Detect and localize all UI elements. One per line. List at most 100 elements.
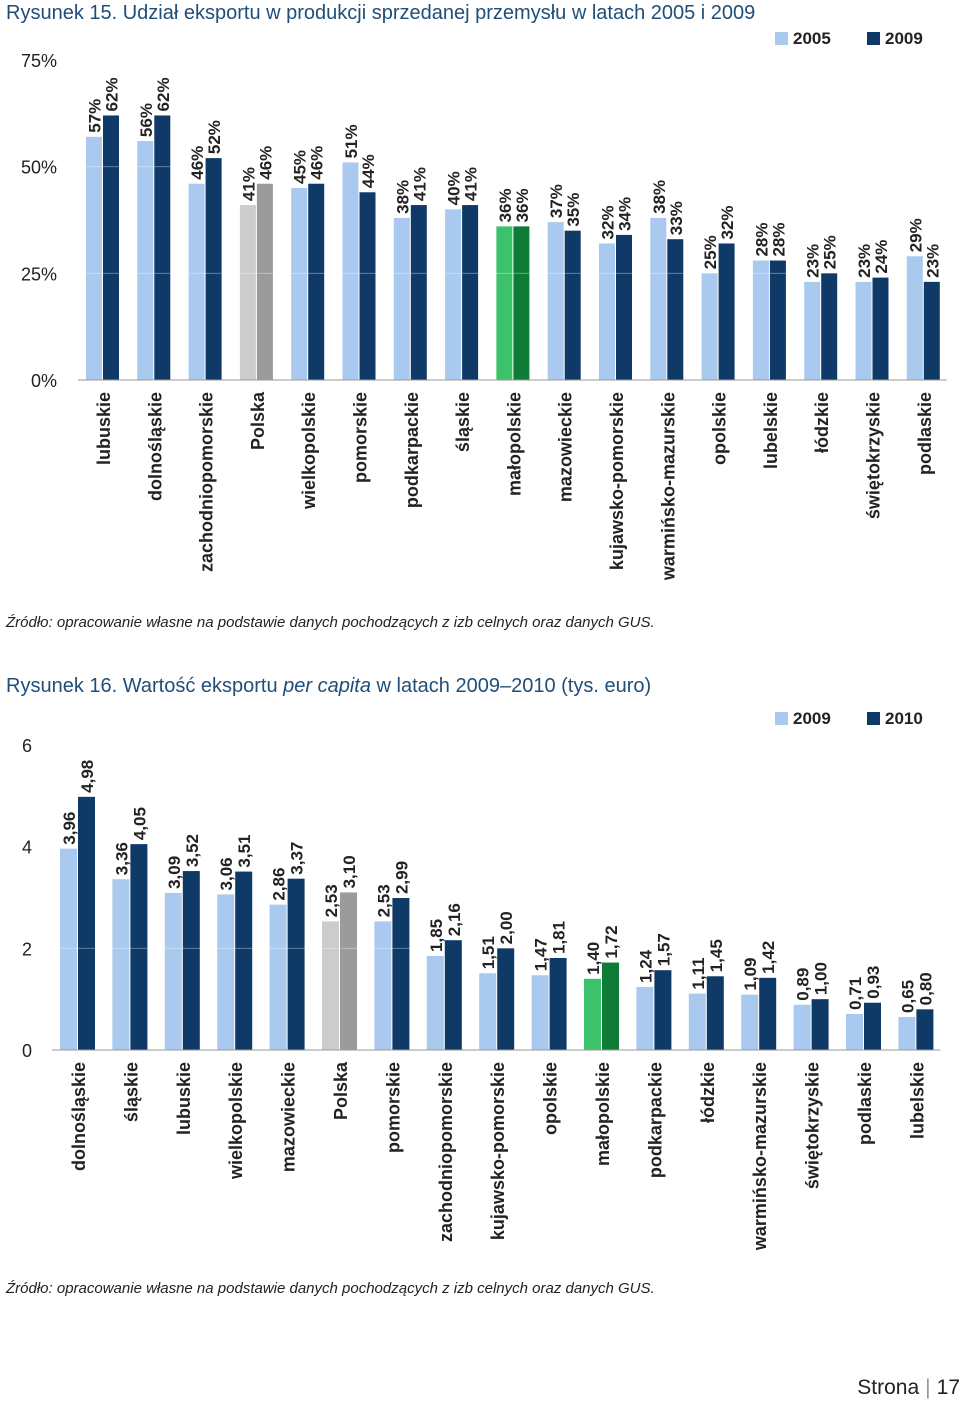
fig2-data-label-2009: 3,96: [60, 812, 79, 845]
fig2-data-label-2010: 1,72: [602, 925, 621, 958]
fig1-legend-label-2009: 2009: [885, 29, 923, 48]
fig2-data-label-2009: 0,65: [898, 980, 917, 1013]
page-label: Strona: [857, 1376, 920, 1399]
fig1-data-label-2009: 41%: [410, 167, 429, 201]
figure-2-title-post: w latach 2009–2010 (tys. euro): [371, 675, 652, 697]
fig2-category-label: podlaskie: [855, 1062, 875, 1145]
fig2-bar-2009: [898, 1016, 916, 1050]
fig2-bar-2010: [235, 871, 253, 1050]
fig2-data-label-2009: 1,47: [532, 938, 551, 971]
fig1-bar-2005: [599, 243, 615, 380]
fig2-bar-2010: [497, 948, 515, 1050]
fig2-bar-2009: [688, 993, 706, 1050]
fig2-category-label: łódzkie: [698, 1062, 718, 1123]
fig1-legend-label-2005: 2005: [793, 29, 831, 48]
fig1-category-label: śląskie: [453, 392, 473, 452]
fig1-bar-2009: [359, 192, 376, 380]
fig2-data-label-2010: 0,80: [916, 972, 935, 1005]
fig1-bar-2009: [616, 234, 632, 380]
fig2-bar-2009: [112, 879, 130, 1050]
fig1-bar-2009: [769, 260, 786, 380]
fig1-bar-2009: [872, 277, 889, 380]
fig2-bar-2010: [706, 976, 724, 1050]
fig1-bar-2005: [291, 188, 308, 380]
fig2-bar-2010: [444, 940, 462, 1050]
fig1-data-label-2005: 38%: [650, 180, 669, 214]
fig2-ytick-label: 2: [22, 939, 32, 959]
figure-2-title-italic: per capita: [283, 675, 371, 697]
fig2-bar-2009: [374, 921, 392, 1050]
figure-1-source: Źródło: opracowanie własne na podstawie …: [6, 614, 655, 631]
fig1-category-label: mazowieckie: [556, 392, 576, 502]
fig2-category-label: małopolskie: [593, 1062, 613, 1166]
fig1-bar-2005: [855, 281, 872, 380]
fig2-ytick-label: 6: [22, 736, 32, 756]
fig1-bar-2005: [445, 209, 462, 380]
fig2-data-label-2010: 3,37: [288, 842, 307, 875]
fig1-data-label-2005: 29%: [906, 218, 925, 252]
fig1-bar-2009: [308, 183, 325, 380]
fig1-category-label: lubuskie: [94, 392, 114, 465]
fig1-data-label-2005: 56%: [137, 103, 156, 137]
fig1-data-label-2005: 28%: [752, 223, 771, 257]
fig1-data-label-2005: 41%: [239, 167, 258, 201]
fig2-bar-2009: [164, 892, 182, 1050]
fig1-data-label-2005: 37%: [547, 184, 566, 218]
fig1-category-label: warmińsko-mazurskie: [658, 392, 678, 581]
fig1-category-label: zachodniopomorskie: [197, 392, 217, 572]
fig1-bar-2009: [718, 243, 735, 380]
fig1-bar-2005: [393, 217, 410, 380]
fig2-category-label: warmińsko-mazurskie: [750, 1062, 770, 1251]
fig2-data-label-2009: 1,85: [427, 919, 446, 952]
fig2-data-label-2010: 3,10: [340, 855, 359, 888]
fig2-bar-2010: [182, 871, 200, 1050]
fig2-data-label-2009: 2,86: [270, 868, 289, 901]
fig1-ytick-label: 25%: [21, 264, 57, 284]
fig1-category-label: świętokrzyskie: [864, 392, 884, 519]
fig2-data-label-2009: 1,09: [741, 957, 760, 990]
fig1-data-label-2009: 36%: [513, 188, 532, 222]
fig2-bar-2010: [340, 892, 357, 1050]
fig2-bar-2010: [654, 970, 672, 1050]
fig1-data-label-2009: 46%: [308, 146, 327, 180]
fig1-data-label-2005: 40%: [445, 171, 464, 205]
fig1-data-label-2005: 36%: [496, 188, 515, 222]
fig1-bar-2005: [701, 273, 718, 380]
fig1-bar-2009: [205, 158, 222, 380]
fig1-data-label-2009: 44%: [359, 154, 378, 188]
fig1-data-label-2009: 52%: [205, 120, 224, 154]
fig1-data-label-2009: 23%: [923, 244, 942, 278]
fig1-category-label: dolnośląskie: [145, 392, 165, 501]
fig2-category-label: świętokrzyskie: [803, 1062, 823, 1189]
figure-2-title-pre: Wartość eksportu: [122, 675, 284, 697]
fig2-bar-2009: [793, 1004, 811, 1050]
figure-1-title-text: Udział eksportu w produkcji sprzedanej p…: [122, 2, 756, 24]
figure-2-title-label: Rysunek 16.: [6, 675, 118, 697]
fig1-data-label-2009: 24%: [872, 240, 891, 274]
fig1-data-label-2005: 23%: [855, 244, 874, 278]
fig1-bar-2005: [906, 256, 923, 380]
fig2-category-label: dolnośląskie: [69, 1062, 89, 1171]
fig1-data-label-2005: 46%: [188, 146, 207, 180]
fig1-data-label-2009: 46%: [256, 146, 275, 180]
fig1-data-label-2005: 57%: [86, 99, 105, 133]
fig2-bar-2009: [426, 955, 444, 1050]
fig2-data-label-2010: 0,93: [864, 966, 883, 999]
fig1-data-label-2009: 25%: [821, 235, 840, 269]
fig2-bar-2010: [759, 977, 777, 1050]
fig2-data-label-2009: 3,06: [217, 857, 236, 890]
export-share-bar-chart: 0%25%50%75%57%62%lubuskie56%62%dolnośląs…: [21, 29, 947, 581]
fig2-data-label-2009: 3,36: [112, 842, 131, 875]
fig1-bar-2009: [256, 183, 273, 380]
fig1-bar-2009: [564, 230, 581, 380]
fig1-ytick-label: 75%: [21, 51, 57, 71]
fig2-category-label: wielkopolskie: [226, 1062, 246, 1180]
fig2-bar-2009: [322, 921, 339, 1050]
fig1-data-label-2005: 45%: [291, 150, 310, 184]
fig1-bar-2009: [667, 239, 684, 380]
fig1-category-label: kujawsko-pomorskie: [607, 392, 627, 570]
page-number: 17: [936, 1376, 960, 1399]
fig1-data-label-2009: 34%: [616, 197, 635, 231]
fig2-legend-swatch-2009: [775, 712, 788, 725]
fig1-data-label-2009: 62%: [154, 77, 173, 111]
